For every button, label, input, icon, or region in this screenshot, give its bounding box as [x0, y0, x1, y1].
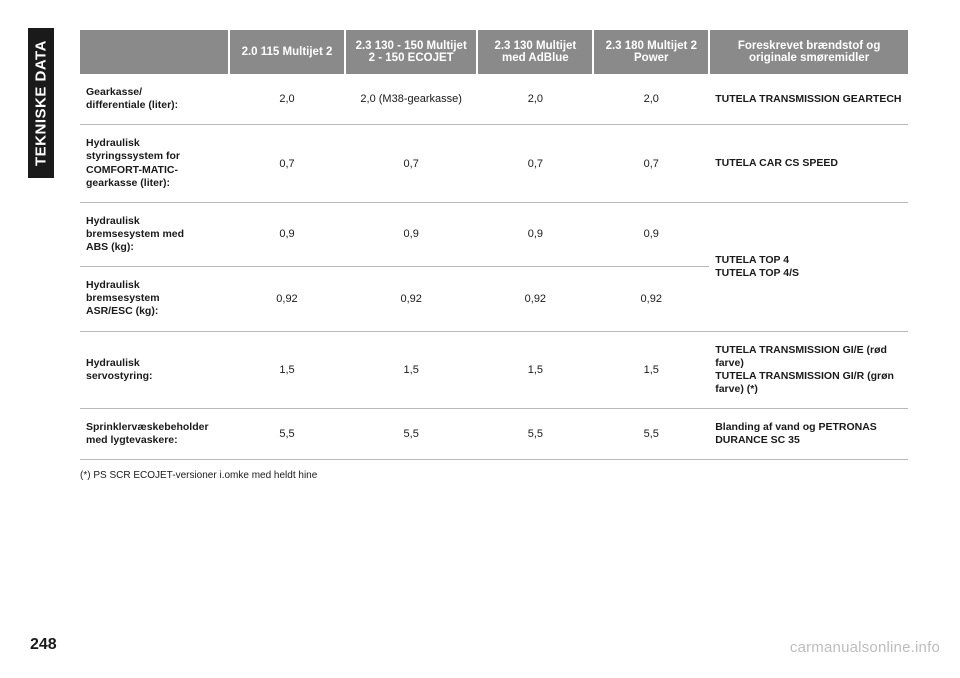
watermark: carmanualsonline.info — [790, 639, 940, 656]
cell-value: 1,5 — [477, 331, 593, 409]
col-header-engine-4: 2.3 180 Multijet 2 Power — [593, 30, 709, 74]
specifications-table: 2.0 115 Multijet 2 2.3 130 - 150 Multije… — [80, 30, 908, 460]
cell-value: 1,5 — [345, 331, 477, 409]
page-number: 248 — [30, 636, 57, 654]
table-row: Hydrauliskservostyring: 1,5 1,5 1,5 1,5 … — [80, 331, 908, 409]
cell-value: 2,0 — [593, 74, 709, 125]
cell-value: 0,9 — [593, 202, 709, 266]
cell-value: 1,5 — [229, 331, 345, 409]
row-label: Hydrauliskstyringssystem forCOMFORT-MATI… — [80, 125, 229, 203]
cell-value: 0,7 — [229, 125, 345, 203]
cell-value: 2,0 — [477, 74, 593, 125]
cell-value: 5,5 — [229, 409, 345, 460]
table-header-row: 2.0 115 Multijet 2 2.3 130 - 150 Multije… — [80, 30, 908, 74]
cell-value: 0,7 — [345, 125, 477, 203]
cell-value: 0,9 — [345, 202, 477, 266]
fluid-spec: TUTELA CAR CS SPEED — [709, 125, 908, 203]
cell-value: 2,0 — [229, 74, 345, 125]
cell-value: 0,9 — [477, 202, 593, 266]
cell-value: 0,92 — [229, 267, 345, 331]
section-tab: TEKNISKE DATA — [28, 28, 54, 178]
col-header-fluids: Foreskrevet brændstof og originale smøre… — [709, 30, 908, 74]
row-label: Hydrauliskbremsesystem medABS (kg): — [80, 202, 229, 266]
cell-value: 0,92 — [345, 267, 477, 331]
table-row: Sprinklervæskebeholdermed lygtevaskere: … — [80, 409, 908, 460]
fluid-spec: Blanding af vand og PETRONAS DURANCE SC … — [709, 409, 908, 460]
page: TEKNISKE DATA 2.0 115 Multijet 2 2.3 130… — [0, 0, 960, 678]
cell-value: 0,9 — [229, 202, 345, 266]
cell-value: 5,5 — [477, 409, 593, 460]
fluid-spec: TUTELA TOP 4TUTELA TOP 4/S — [709, 202, 908, 331]
table-row: Hydrauliskstyringssystem forCOMFORT-MATI… — [80, 125, 908, 203]
col-header-engine-1: 2.0 115 Multijet 2 — [229, 30, 345, 74]
col-header-blank — [80, 30, 229, 74]
cell-value: 5,5 — [345, 409, 477, 460]
cell-value: 1,5 — [593, 331, 709, 409]
row-label: Sprinklervæskebeholdermed lygtevaskere: — [80, 409, 229, 460]
cell-value: 2,0 (M38-gearkasse) — [345, 74, 477, 125]
cell-value: 0,92 — [477, 267, 593, 331]
table-row: Gearkasse/differentiale (liter): 2,0 2,0… — [80, 74, 908, 125]
cell-value: 0,7 — [477, 125, 593, 203]
footnote: (*) PS SCR ECOJET-versioner i.omke med h… — [80, 470, 908, 481]
cell-value: 0,92 — [593, 267, 709, 331]
cell-value: 0,7 — [593, 125, 709, 203]
row-label: Gearkasse/differentiale (liter): — [80, 74, 229, 125]
col-header-engine-2: 2.3 130 - 150 Multijet 2 - 150 ECOJET — [345, 30, 477, 74]
cell-value: 5,5 — [593, 409, 709, 460]
row-label: HydrauliskbremsesystemASR/ESC (kg): — [80, 267, 229, 331]
row-label: Hydrauliskservostyring: — [80, 331, 229, 409]
col-header-engine-3: 2.3 130 Multijet med AdBlue — [477, 30, 593, 74]
fluid-spec: TUTELA TRANSMISSION GI/E (rød farve)TUTE… — [709, 331, 908, 409]
fluid-spec: TUTELA TRANSMISSION GEARTECH — [709, 74, 908, 125]
table-row: Hydrauliskbremsesystem medABS (kg): 0,9 … — [80, 202, 908, 266]
